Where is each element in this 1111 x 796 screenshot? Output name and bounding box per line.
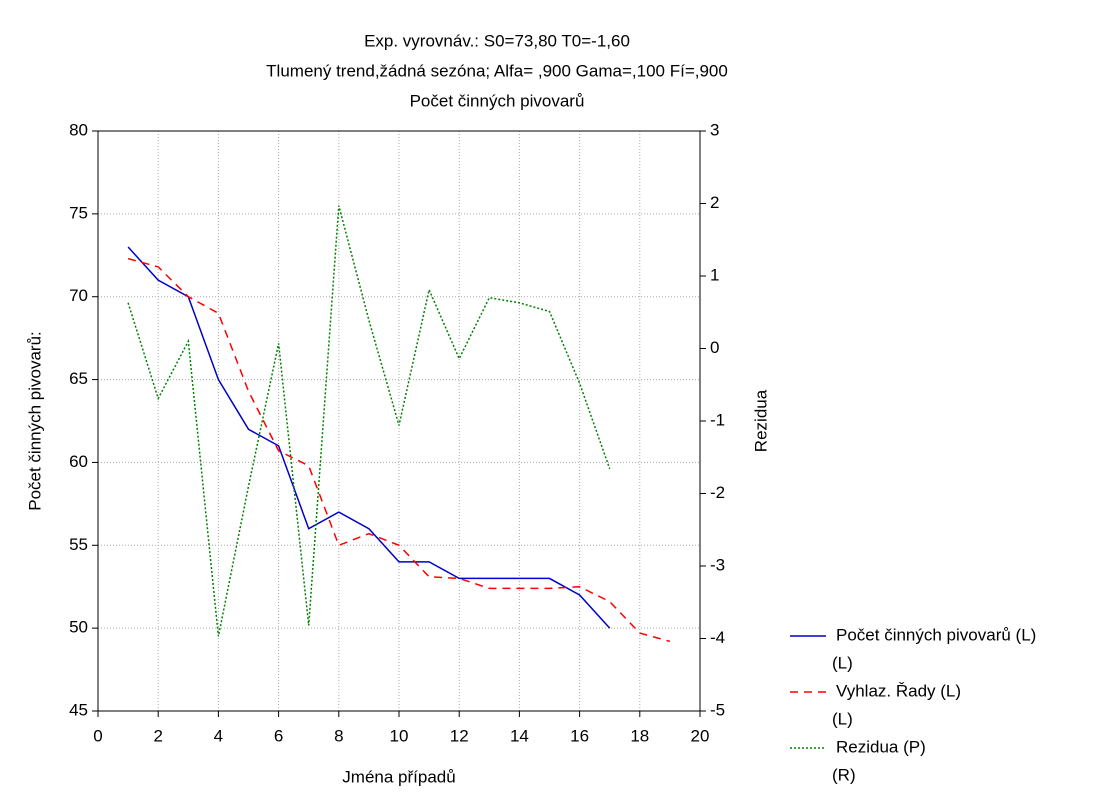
x-tick-label: 12 xyxy=(450,726,469,745)
x-tick-label: 10 xyxy=(390,726,409,745)
y2-tick-label: 3 xyxy=(710,120,719,139)
y-tick-label: 60 xyxy=(69,452,88,471)
y-tick-label: 65 xyxy=(69,369,88,388)
y2-tick-label: 2 xyxy=(710,193,719,212)
x-tick-label: 4 xyxy=(214,726,223,745)
x-tick-label: 2 xyxy=(153,726,162,745)
series-line xyxy=(127,246,611,629)
x-tick-label: 18 xyxy=(630,726,649,745)
x-tick-label: 8 xyxy=(334,726,343,745)
y2-tick-label: -1 xyxy=(710,410,725,429)
y2-tick-label: -5 xyxy=(710,700,725,719)
x-tick-label: 6 xyxy=(274,726,283,745)
legend-note: (R) xyxy=(832,765,856,784)
chart-subtitle: Tlumený trend,žádná sezóna; Alfa= ,900 G… xyxy=(266,61,728,80)
legend-note: (L) xyxy=(832,709,853,728)
y2-tick-label: 0 xyxy=(710,338,719,357)
x-tick-label: 20 xyxy=(691,726,710,745)
y2-axis-label: Rezidua xyxy=(751,389,770,452)
y-tick-label: 70 xyxy=(69,286,88,305)
chart-title: Exp. vyrovnáv.: S0=73,80 T0=-1,60 xyxy=(364,31,630,50)
y2-tick-label: -3 xyxy=(710,555,725,574)
series-line xyxy=(127,257,671,643)
y-tick-label: 75 xyxy=(69,203,88,222)
y2-tick-label: -2 xyxy=(710,483,725,502)
y-tick-label: 45 xyxy=(69,700,88,719)
x-tick-label: 16 xyxy=(570,726,589,745)
y-tick-label: 50 xyxy=(69,618,88,637)
y2-tick-label: 1 xyxy=(710,265,719,284)
y-axis-label: Počet činných pivovarů: xyxy=(25,331,44,511)
legend-label: Vyhlaz. Řady (L) xyxy=(836,681,961,700)
y-tick-label: 80 xyxy=(69,120,88,139)
y-tick-label: 55 xyxy=(69,535,88,554)
x-tick-label: 14 xyxy=(510,726,529,745)
series-line xyxy=(127,205,611,637)
legend-label: Počet činných pivovarů (L) xyxy=(836,625,1036,644)
x-tick-label: 0 xyxy=(93,726,102,745)
legend-label: Rezidua (P) xyxy=(836,737,926,756)
x-axis-label: Jména případů xyxy=(342,767,455,786)
legend-note: (L) xyxy=(832,653,853,672)
y2-tick-label: -4 xyxy=(710,628,725,647)
chart-subtitle: Počet činných pivovarů xyxy=(410,91,585,110)
plot-frame xyxy=(97,130,701,712)
